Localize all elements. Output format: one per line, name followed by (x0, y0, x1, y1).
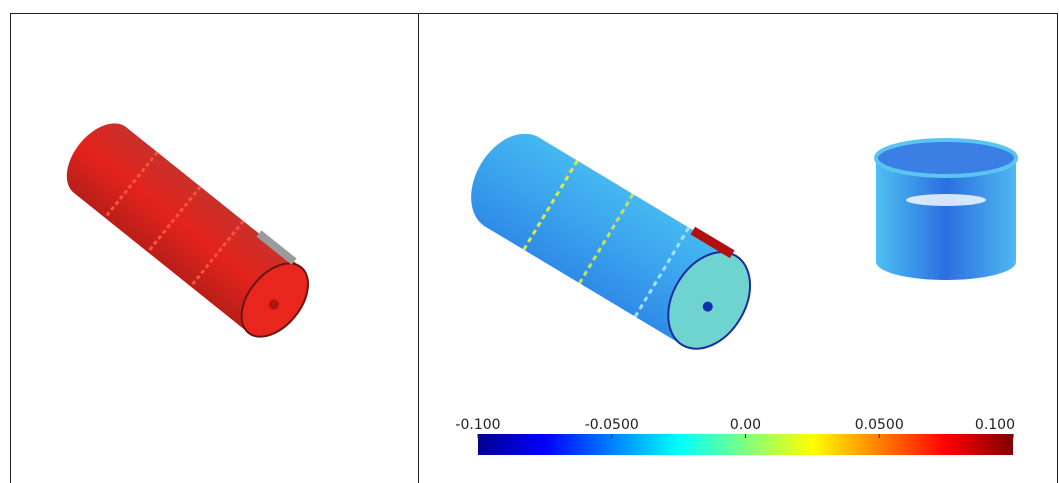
deviation-cylinder (454, 115, 768, 363)
colorbar-tick-label: 0.00 (730, 417, 761, 433)
colorbar-tick-label: 0.0500 (855, 417, 904, 433)
colorbar-tick-label: -0.0500 (585, 417, 639, 433)
colorbar-tick-label: -0.100 (455, 417, 500, 433)
figure: -0.100 -0.0500 0.00 0.0500 0.100 (0, 0, 1059, 483)
colorbar-tick-label: 0.100 (975, 417, 1015, 433)
ring-point-cloud (876, 140, 1016, 280)
red-point-cloud (53, 108, 323, 349)
